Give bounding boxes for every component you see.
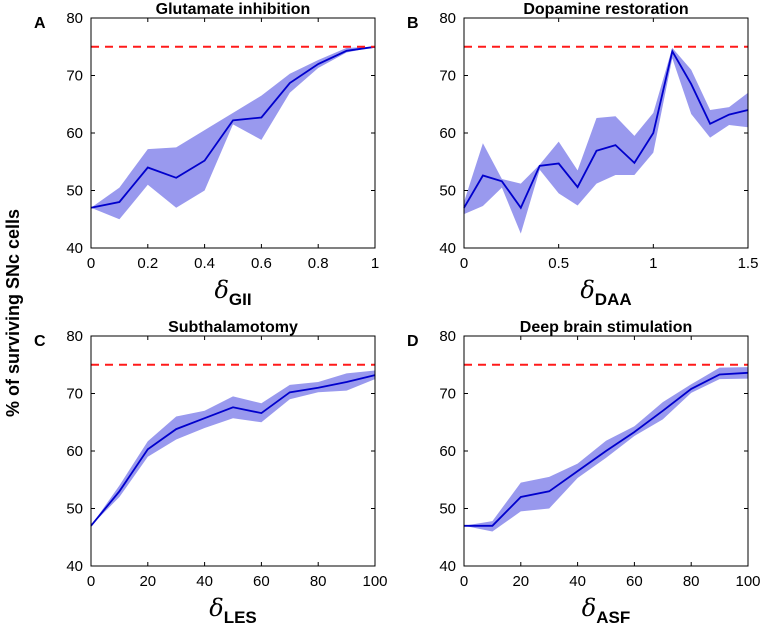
y-tick-label: 60 [439, 443, 456, 460]
panel-b: 0 0.5 1 1.5 40 50 60 70 80 Dopamine restoration Bδ… [407, 1, 758, 309]
y-tick-label: 70 [439, 68, 456, 85]
y-tick-label: 70 [439, 386, 456, 403]
y-tick-label: 80 [439, 10, 456, 27]
confidence-band [91, 370, 375, 526]
x-tick-label: 0.6 [251, 255, 272, 272]
x-axis-label-subscript: DAA [595, 290, 632, 309]
x-axis-label-symbol: δ [580, 276, 594, 304]
panel-a: 0 0.2 0.4 0.6 0.8 1 40 50 60 70 80 Glutamate inhibi… [34, 1, 379, 309]
shared-y-axis-label: % of surviving SNc cells [3, 209, 23, 417]
y-tick-label: 80 [66, 328, 83, 345]
x-axis-label: δGII [214, 276, 251, 309]
panel-letter: C [34, 333, 46, 350]
x-axis-label-symbol: δ [209, 594, 223, 622]
y-tick-label: 60 [439, 125, 456, 142]
y-tick-label: 80 [66, 10, 83, 27]
x-tick-label: 1.5 [738, 255, 759, 272]
x-tick-label: 40 [196, 573, 213, 590]
x-axis-label-subscript: GII [229, 290, 252, 309]
y-tick-label: 60 [66, 443, 83, 460]
x-axis-label-subscript: ASF [596, 608, 630, 627]
confidence-band [464, 47, 748, 234]
x-tick-label: 0 [460, 255, 468, 272]
x-axis-label: δLES [209, 594, 257, 627]
x-tick-label: 60 [253, 573, 270, 590]
y-tick-label: 50 [439, 183, 456, 200]
x-axis-label: δASF [582, 594, 630, 627]
x-axis-label: δDAA [580, 276, 631, 309]
mean-survival-line [464, 371, 749, 527]
x-axis-label-symbol: δ [582, 594, 596, 622]
y-tick-label: 70 [66, 386, 83, 403]
x-tick-label: 80 [683, 573, 700, 590]
y-tick-label: 40 [66, 558, 83, 575]
y-tick-label: 60 [66, 125, 83, 142]
x-tick-label: 0.5 [548, 255, 569, 272]
x-tick-label: 20 [139, 573, 156, 590]
panel-letter: B [407, 15, 419, 32]
panel-c: 0 20 40 60 80 100 40 50 60 70 80 Subthalamotomy CδLE… [34, 319, 388, 627]
y-tick-label: 40 [439, 558, 456, 575]
chart-title: Dopamine restoration [523, 1, 688, 18]
panels-group: 0 0.2 0.4 0.6 0.8 1 40 50 60 70 80 Glutamate inhibi… [34, 1, 761, 627]
y-tick-label: 70 [66, 68, 83, 85]
chart-title: Glutamate inhibition [156, 1, 311, 18]
mean-survival-line [463, 48, 749, 210]
x-tick-label: 0 [460, 573, 468, 590]
x-tick-label: 0 [87, 255, 95, 272]
chart-title: Deep brain stimulation [520, 319, 692, 336]
y-tick-label: 40 [439, 240, 456, 257]
confidence-band [464, 367, 748, 532]
panel-letter: D [407, 333, 419, 350]
x-tick-label: 0.8 [308, 255, 329, 272]
x-tick-label: 100 [735, 573, 760, 590]
x-tick-label: 0.2 [137, 255, 158, 272]
panel-letter: A [34, 15, 46, 32]
x-tick-label: 0 [87, 573, 95, 590]
x-tick-label: 80 [310, 573, 327, 590]
axes-box [90, 17, 376, 249]
y-tick-label: 80 [439, 328, 456, 345]
y-tick-label: 50 [66, 183, 83, 200]
axes-box [90, 335, 376, 567]
panel-d: 0 20 40 60 80 100 40 50 60 70 80 Deep brain stimula… [407, 319, 761, 627]
x-tick-label: 1 [649, 255, 657, 272]
x-tick-label: 1 [371, 255, 379, 272]
x-tick-label: 60 [626, 573, 643, 590]
y-tick-label: 50 [66, 501, 83, 518]
x-tick-label: 40 [569, 573, 586, 590]
x-axis-label-symbol: δ [214, 276, 228, 304]
confidence-band [91, 46, 375, 220]
x-tick-label: 100 [362, 573, 387, 590]
y-tick-label: 40 [66, 240, 83, 257]
x-axis-label-subscript: LES [224, 608, 257, 627]
x-tick-label: 0.4 [194, 255, 215, 272]
chart-title: Subthalamotomy [168, 319, 298, 336]
y-tick-label: 50 [439, 501, 456, 518]
x-tick-label: 20 [512, 573, 529, 590]
mean-survival-line [90, 374, 376, 527]
mean-survival-line [90, 45, 376, 209]
